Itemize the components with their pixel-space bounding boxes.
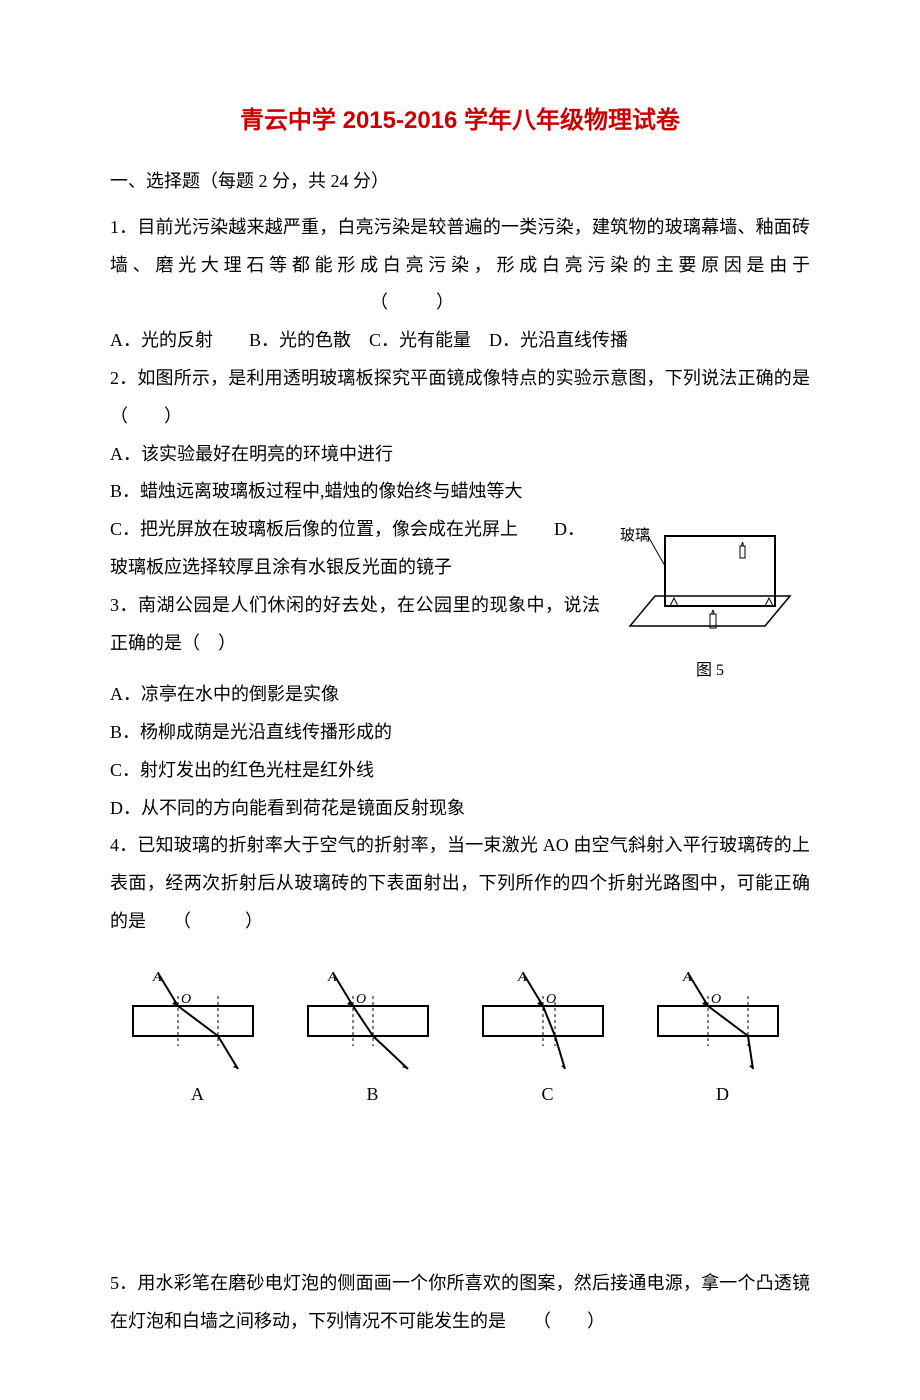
section-header: 一、选择题（每题 2 分，共 24 分） [110, 163, 810, 201]
svg-text:A: A [517, 971, 527, 985]
refraction-diagrams: A O A A O B A [110, 971, 810, 1105]
svg-text:O: O [546, 992, 556, 1007]
svg-text:O: O [356, 992, 366, 1007]
q3-optB: B．杨柳成荫是光沿直线传播形成的 [110, 714, 810, 752]
q1-options: A．光的反射 B．光的色散 C．光有能量 D．光沿直线传播 [110, 322, 810, 360]
svg-text:A: A [152, 971, 162, 985]
q2-optA: A．该实验最好在明亮的环境中进行 [110, 436, 810, 474]
q1-blank: （ ） [370, 292, 458, 312]
diagram-c: A O C [473, 971, 623, 1105]
figure-5-glass-label: 玻璃 [620, 524, 650, 545]
question-2: 2．如图所示，是利用透明玻璃板探究平面镜成像特点的实验示意图，下列说法正确的是 … [110, 360, 810, 436]
q3-optD: D．从不同的方向能看到荷花是镜面反射现象 [110, 790, 810, 828]
svg-text:O: O [711, 992, 721, 1007]
svg-text:A: A [327, 971, 337, 985]
diagram-c-label: C [473, 1084, 623, 1105]
svg-text:A: A [682, 971, 692, 985]
diagram-d-label: D [648, 1084, 798, 1105]
q2-optB: B．蜡烛远离玻璃板过程中,蜡烛的像始终与蜡烛等大 [110, 473, 810, 511]
exam-title: 青云中学 2015-2016 学年八年级物理试卷 [110, 100, 810, 135]
q3-optA: A．凉亭在水中的倒影是实像 [110, 676, 810, 714]
question-1: 1．目前光污染越来越严重，白亮污染是较普遍的一类污染，建筑物的玻璃幕墙、釉面砖墙… [110, 209, 810, 322]
diagram-b-label: B [298, 1084, 448, 1105]
diagram-d: A O D [648, 971, 798, 1105]
figure-5-caption: 图 5 [610, 656, 810, 680]
diagram-b: A O B [298, 971, 448, 1105]
diagram-a: A O A [123, 971, 273, 1105]
svg-text:O: O [181, 992, 191, 1007]
question-4: 4．已知玻璃的折射率大于空气的折射率，当一束激光 AO 由空气斜射入平行玻璃砖的… [110, 827, 810, 940]
q1-text: 1．目前光污染越来越严重，白亮污染是较普遍的一类污染，建筑物的玻璃幕墙、釉面砖墙… [110, 217, 810, 275]
diagram-a-label: A [123, 1084, 273, 1105]
figure-5: 玻璃 图 5 [610, 516, 810, 676]
question-5: 5．用水彩笔在磨砂电灯泡的侧面画一个你所喜欢的图案，然后接通电源，拿一个凸透镜在… [110, 1265, 810, 1341]
q3-optC: C．射灯发出的红色光柱是红外线 [110, 752, 810, 790]
